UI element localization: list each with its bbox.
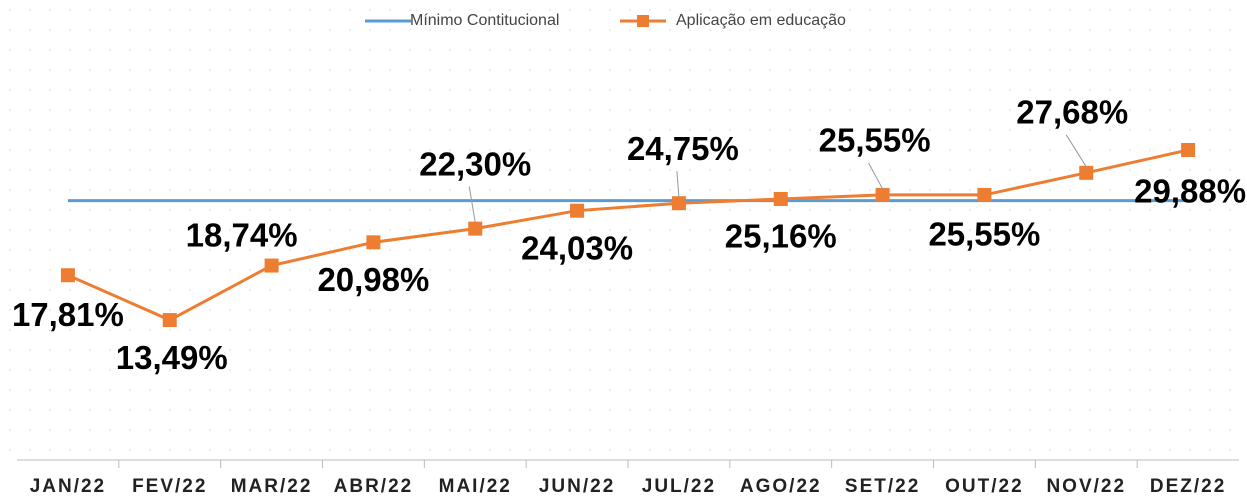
series-line (67, 148, 1189, 322)
x-tick-label: DEZ/22 (1150, 476, 1226, 497)
x-tick-label: NOV/22 (1046, 476, 1126, 497)
point-marker (264, 258, 279, 273)
x-tick-label: JUL/22 (642, 476, 716, 497)
point-marker (1181, 142, 1196, 157)
x-tick-label: ABR/22 (334, 476, 414, 497)
point-marker (875, 187, 890, 202)
data-label: 13,49% (116, 339, 228, 376)
point-marker (468, 221, 483, 236)
point-marker (1079, 165, 1094, 180)
point-marker (162, 313, 177, 328)
data-label: 22,30% (419, 145, 531, 182)
leader-line (468, 186, 476, 223)
legend-marker (637, 15, 649, 27)
point-marker (773, 191, 788, 206)
data-label: 20,98% (317, 261, 429, 298)
data-label: 17,81% (12, 296, 124, 333)
point-marker (570, 203, 585, 218)
data-label: 27,68% (1016, 94, 1128, 131)
background-grid (0, 0, 1247, 460)
data-label: 25,16% (725, 218, 837, 255)
leader-line (868, 162, 884, 190)
point-marker (977, 187, 992, 202)
point-marker (366, 235, 381, 250)
x-tick-label: JUN/22 (539, 476, 615, 497)
data-label: 24,03% (521, 229, 633, 266)
x-tick-label: MAR/22 (231, 476, 313, 497)
data-label: 24,75% (627, 130, 739, 167)
x-tick-label: MAI/22 (439, 476, 512, 497)
data-label: 25,55% (928, 216, 1040, 253)
point-marker (60, 268, 75, 283)
data-label: 29,88% (1134, 173, 1246, 210)
leader-line (1065, 134, 1087, 168)
leader-line (676, 171, 680, 198)
data-label: 25,55% (819, 122, 931, 159)
x-tick-label: JAN/22 (30, 476, 106, 497)
legend-label: Mínimo Contitucional (410, 12, 559, 29)
point-marker (671, 196, 686, 211)
x-tick-label: AGO/22 (740, 476, 822, 497)
x-tick-label: SET/22 (845, 476, 920, 497)
data-label: 18,74% (186, 216, 298, 253)
x-tick-label: OUT/22 (945, 476, 1024, 497)
legend-label: Aplicação em educação (676, 12, 846, 29)
x-tick-label: FEV/22 (132, 476, 207, 497)
